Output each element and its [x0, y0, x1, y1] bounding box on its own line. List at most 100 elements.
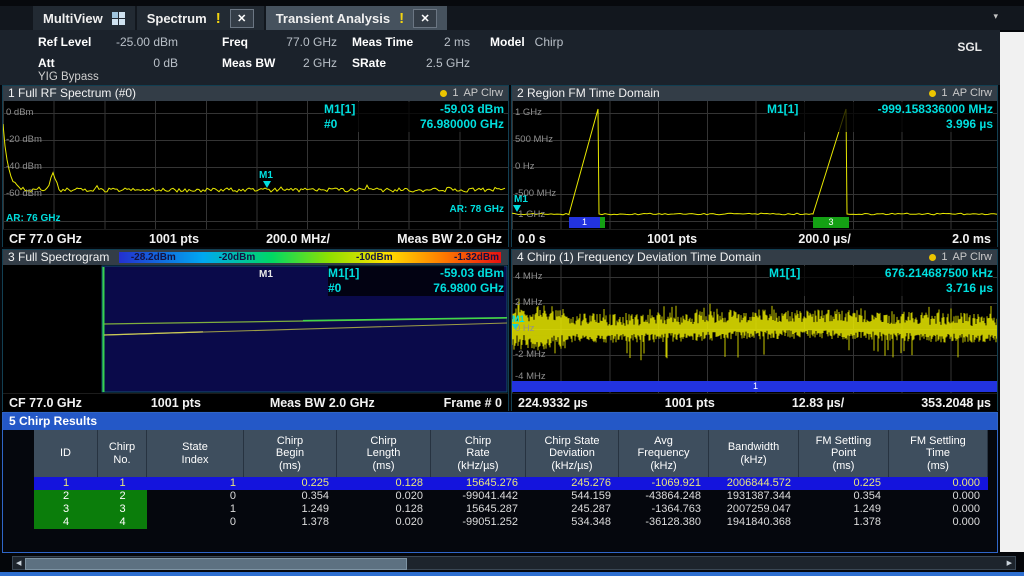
footer-item: 353.2048 µs: [921, 395, 991, 410]
table-title[interactable]: 5 Chirp Results: [3, 413, 997, 430]
trace-canvas-rf[interactable]: M1: [3, 101, 508, 229]
spectrogram-trace-upper-bright: [302, 317, 508, 322]
table-cell: 0.354: [301, 490, 329, 502]
setting-att[interactable]: Att 0 dB: [38, 56, 178, 70]
marker-value: -999.158336000 MHz: [877, 102, 993, 116]
column-header: Chirp Begin (ms): [244, 430, 337, 477]
footer-item: Meas BW 2.0 GHz: [269, 395, 375, 410]
marker-m1-icon[interactable]: [512, 324, 519, 330]
marker-name: #0: [328, 281, 342, 295]
panel-titlebar-rf[interactable]: 1 Full RF Spectrum (#0) 1 AP Clrw: [3, 86, 508, 101]
setting-value: 2 GHz: [302, 56, 337, 70]
footer-item: 1001 pts: [647, 231, 698, 246]
y-axis-label: -40 dBm: [6, 161, 42, 172]
region-bar-sliver[interactable]: [600, 217, 605, 228]
table-row[interactable]: 2 2 0 0.354 0.020 -99041.442 544.159 -43864.248…: [34, 490, 988, 503]
table-cell: 0: [229, 516, 236, 528]
region-bar-1[interactable]: 1: [569, 217, 600, 228]
close-icon[interactable]: ✕: [229, 8, 254, 28]
table-cell: 1: [229, 503, 236, 515]
footer-item: 1001 pts: [664, 395, 715, 410]
table-cell: -43864.248: [645, 490, 701, 502]
tab-multiview[interactable]: MultiView: [33, 6, 135, 30]
tab-label: MultiView: [43, 10, 103, 26]
setting-srate[interactable]: SRate 2.5 GHz: [352, 56, 470, 70]
graph-spec[interactable]: M1 M1[1] -59.03 dBm #0 76.9800 GHz: [3, 265, 508, 393]
footer-item: 0.0 s: [518, 231, 546, 246]
marker-m1-label: M1: [259, 170, 273, 181]
panel-title: 3 Full Spectrogram: [8, 250, 110, 264]
trace-mode: AP Clrw: [463, 87, 503, 99]
marker-readout-row: 3.996 µs: [767, 117, 993, 132]
panel-titlebar-fm[interactable]: 2 Region FM Time Domain 1 AP Clrw: [512, 86, 997, 101]
setting-value: 77.0 GHz: [286, 35, 337, 49]
graph-fm[interactable]: 1 GHz 500 MHz 0 Hz -500 MHz -1 GHz M1 1 3 M1[1] -…: [512, 101, 997, 229]
table-cell: 0.128: [395, 477, 423, 489]
table-cell: -1069.921: [651, 477, 701, 489]
panel-titlebar-spec[interactable]: 3 Full Spectrogram -28.2dBm -20dBm -10dBm -1…: [3, 250, 508, 265]
tab-transient-analysis[interactable]: Transient Analysis ! ✕: [265, 6, 448, 30]
table-cell: 0.000: [952, 516, 980, 528]
setting-model[interactable]: Model Chirp: [490, 35, 610, 49]
setting-meas-bw[interactable]: Meas BW 2 GHz: [222, 56, 337, 70]
marker-m1-icon[interactable]: [513, 205, 521, 212]
trace-canvas-dev[interactable]: M1: [512, 265, 997, 393]
colorbar-label: -10dBm: [355, 252, 393, 263]
y-axis-label: -500 MHz: [515, 188, 557, 199]
table-cell: 1: [62, 477, 70, 489]
table-cell: 2: [98, 490, 147, 503]
trace-frequency-deviation: [512, 298, 997, 361]
y-axis-label: 0 Hz: [515, 161, 535, 172]
graph-dev[interactable]: 4 MHz 2 MHz 0 Hz -2 MHz -4 MHz M1 1 M1[1] 676.21…: [512, 265, 997, 393]
table-row[interactable]: 4 4 0 1.378 0.020 -99051.252 534.348 -36128.380…: [34, 516, 988, 529]
tab-spectrum[interactable]: Spectrum ! ✕: [136, 6, 264, 30]
setting-freq[interactable]: Freq 77.0 GHz: [222, 35, 337, 49]
setting-value: -25.00 dBm: [115, 35, 178, 49]
yig-bypass-label: YIG Bypass: [38, 71, 99, 83]
region-bar-1[interactable]: 1: [512, 381, 997, 392]
y-axis-label: 0 dBm: [6, 107, 34, 118]
graph-rf[interactable]: 0 dBm -20 dBm -40 dBm -60 dBm AR: 76 GHz AR: …: [3, 101, 508, 229]
marker-readout: M1[1] -999.158336000 MHz 3.996 µs: [767, 102, 993, 132]
marker-readout-row: M1[1] -59.03 dBm: [324, 102, 504, 117]
footer-item: 200.0 µs/: [798, 231, 851, 246]
table-cell: -99041.442: [462, 490, 518, 502]
table-cell: 4: [34, 516, 98, 529]
vertical-scrollbar[interactable]: [1000, 32, 1024, 552]
marker-value: 76.9800 GHz: [433, 281, 504, 295]
warning-icon: !: [215, 9, 221, 27]
setting-meas-time[interactable]: Meas Time 2 ms: [352, 35, 470, 49]
marker-readout-row: M1[1] -59.03 dBm: [328, 266, 504, 281]
region-bar-3[interactable]: 3: [813, 217, 849, 228]
setting-label: SRate: [352, 56, 387, 70]
footer-item: 224.9332 µs: [518, 395, 588, 410]
marker-m1-icon[interactable]: [263, 181, 271, 188]
marker-value: 76.980000 GHz: [419, 117, 504, 131]
scroll-left-icon[interactable]: ◀: [16, 560, 22, 567]
setting-label: Att: [38, 56, 55, 70]
trace-rf-spectrum: [3, 123, 506, 193]
column-header: State Index: [147, 430, 244, 477]
trace-canvas-fm[interactable]: M1: [512, 101, 997, 229]
trace-mode: AP Clrw: [952, 251, 992, 263]
marker-readout-row: M1[1] 676.214687500 kHz: [769, 266, 993, 281]
panel-footer-fm: 0.0 s 1001 pts 200.0 µs/2.0 ms: [512, 229, 997, 247]
scrollbar-thumb[interactable]: [25, 558, 407, 570]
channel-settings-bar: Ref Level -25.00 dBm Freq 77.0 GHz Meas …: [0, 30, 1000, 85]
table-cell: -99051.252: [462, 516, 518, 528]
y-axis-label: -2 MHz: [515, 349, 546, 360]
chevron-down-icon[interactable]: ▾: [993, 11, 998, 21]
marker-readout-row: #0 76.980000 GHz: [324, 117, 504, 132]
table-cell: 2: [34, 490, 98, 503]
setting-ref-level[interactable]: Ref Level -25.00 dBm: [38, 35, 178, 49]
table-row[interactable]: 3 3 1 1.249 0.128 15645.287 245.287 -1364.763 20…: [34, 503, 988, 516]
horizontal-scrollbar[interactable]: ◀ ▶: [12, 556, 1016, 570]
close-icon[interactable]: ✕: [413, 8, 438, 28]
region-bar-label: 1: [752, 381, 758, 391]
panel-titlebar-dev[interactable]: 4 Chirp (1) Frequency Deviation Time Dom…: [512, 250, 997, 265]
footer-item: 12.83 µs/: [791, 395, 845, 410]
panel-dev: 4 Chirp (1) Frequency Deviation Time Dom…: [511, 249, 998, 411]
table-cell: 0.225: [301, 477, 329, 489]
table-row[interactable]: 1 1 1 0.225 0.128 15645.276 245.276 -1069.921 20…: [34, 477, 988, 490]
scroll-right-icon[interactable]: ▶: [1006, 560, 1012, 567]
